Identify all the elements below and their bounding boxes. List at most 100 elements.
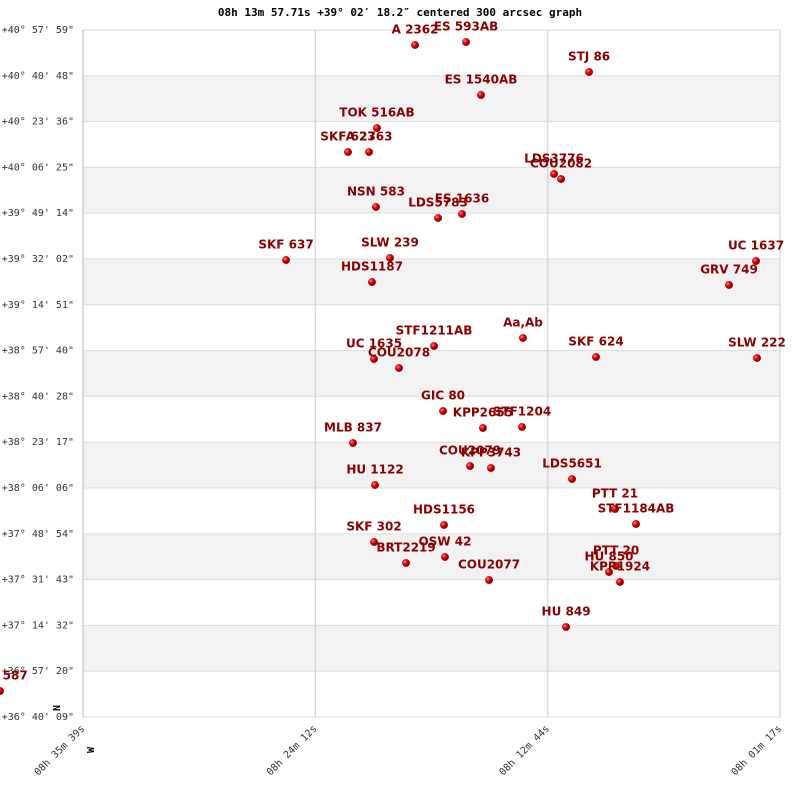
x-tick-label: 08h 24m 12s [265, 723, 320, 778]
y-tick-label: +40° 06' 25" [2, 162, 74, 173]
star-label: SKF 302 [346, 520, 401, 534]
star-point [632, 520, 640, 528]
star-label: HDS1187 [341, 260, 403, 274]
y-tick-label: +37° 31' 43" [2, 575, 74, 586]
star-point [349, 439, 357, 447]
x-tick-label: 08h 35m 39s [33, 723, 88, 778]
star-label: NSN 583 [347, 184, 405, 198]
star-point [485, 576, 493, 584]
star-label: KPP1924 [590, 560, 650, 574]
star-point [752, 257, 760, 265]
y-tick-label: +39° 49' 14" [2, 208, 74, 219]
y-tick-label: +38° 40' 28" [2, 391, 74, 402]
star-point [462, 38, 470, 46]
star-label: SLW 222 [728, 335, 786, 349]
y-tick-label: +38° 06' 06" [2, 483, 74, 494]
band [83, 259, 780, 305]
band [83, 533, 780, 580]
star-label: ES 1540AB [445, 73, 518, 87]
star-label: COU2079 [439, 443, 501, 457]
x-tick-label: 08h 01m 17s [730, 723, 785, 778]
star-label: COU2082 [530, 156, 592, 170]
band [83, 350, 780, 397]
star-label: STF1204 [493, 404, 551, 418]
y-tick-label: +37° 14' 32" [2, 620, 74, 631]
star-label: Aa,Ab [503, 315, 543, 329]
star-point [611, 505, 619, 513]
star-label: KPP2655 [453, 405, 513, 419]
y-tick-label: +39° 14' 51" [2, 300, 74, 311]
north-label: N [52, 705, 63, 711]
star-label: HU 1122 [346, 462, 403, 476]
star-point [441, 553, 449, 561]
star-point [562, 623, 571, 631]
star-label: STF1211AB [396, 323, 473, 337]
star-label: MLB 837 [324, 420, 382, 434]
x-tick-label: 08h 12m 44s [497, 723, 552, 778]
star-label: HU 850 [585, 549, 634, 563]
star-point [368, 278, 376, 286]
star-point [592, 353, 600, 361]
band [83, 167, 780, 214]
star-label: UC 1637 [728, 238, 784, 252]
star-point [519, 334, 527, 342]
star-point [612, 562, 621, 570]
star-point [725, 281, 733, 289]
star-point [0, 687, 4, 695]
star-point [402, 559, 410, 567]
star-label: LDS3776 [524, 151, 584, 165]
star-label: LDS5783 [408, 195, 468, 209]
star-label: SKF 637 [258, 238, 313, 252]
chart-title: 08h 13m 57.71s +39° 02′ 18.2″ centered 3… [218, 6, 582, 19]
star-label: KPP3743 [461, 445, 521, 459]
star-point [477, 91, 485, 99]
star-label: BRT2219 [376, 540, 435, 554]
star-point [371, 481, 379, 489]
y-tick-label: +40° 23' 36" [2, 117, 74, 128]
y-tick-label: +38° 57' 40" [2, 346, 74, 357]
star-label: COU2077 [458, 558, 520, 572]
y-tick-label: +36° 57' 20" [2, 666, 74, 677]
star-label: A 2363 [346, 129, 393, 143]
star-label: GIC 80 [421, 389, 465, 403]
star-label: SKF 587 [0, 669, 28, 683]
star-point [434, 214, 442, 222]
star-label: PTT 21 [592, 486, 638, 500]
star-point [386, 254, 394, 262]
star-label: SLW 239 [361, 235, 419, 249]
band [83, 75, 780, 122]
y-tick-label: +37° 48' 54" [2, 529, 74, 540]
y-tick-label: +40° 40' 48" [2, 71, 74, 82]
star-point [550, 170, 558, 178]
star-point [370, 538, 378, 546]
star-point [568, 475, 576, 483]
star-label: ES 1636 [435, 191, 489, 205]
star-point [585, 68, 594, 76]
star-point [487, 464, 495, 472]
star-label: A 2362 [392, 22, 439, 36]
star-label: PTT 20 [593, 543, 639, 557]
star-label: STJ 86 [568, 49, 610, 63]
star-label: SKF 627 [320, 129, 375, 143]
star-label: TOK 516AB [339, 105, 414, 119]
star-point [616, 578, 624, 586]
star-point [439, 407, 447, 415]
star-point [458, 210, 466, 218]
star-point [395, 364, 403, 372]
star-label: UC 1635 [346, 336, 402, 350]
band [83, 625, 780, 672]
band [83, 442, 780, 488]
star-label: STF1184AB [598, 501, 675, 515]
star-point [605, 568, 613, 576]
star-point [373, 124, 381, 132]
star-point [440, 521, 448, 529]
y-tick-label: +36° 40' 09" [2, 712, 74, 723]
star-point [478, 424, 487, 432]
star-label: COU2078 [368, 345, 430, 359]
star-label: HDS1156 [413, 502, 475, 516]
star-label: OSW 42 [418, 534, 471, 548]
west-label: W [86, 746, 97, 753]
star-point [411, 41, 419, 49]
star-point [557, 175, 566, 183]
